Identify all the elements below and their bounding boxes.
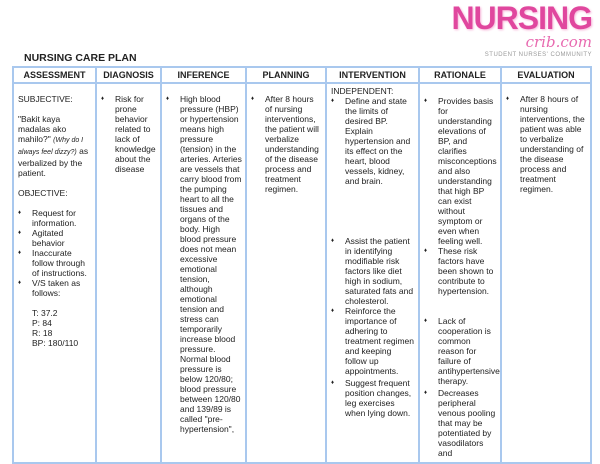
vital-bp: BP: 180/110 [32, 338, 79, 348]
header-inference: INFERENCE [160, 66, 247, 84]
planning-cell: After 8 hours of nursing interventions, … [245, 82, 327, 464]
logo-brand: NURSING [451, 0, 593, 36]
vital-resp: R: 18 [32, 328, 53, 338]
subjective-quote: "Bakit kaya madalas ako mahilo?" (Why do… [18, 114, 92, 178]
list-item: Assist the patient in identifying modifi… [331, 236, 415, 306]
evaluation-text: After 8 hours of nursing interventions, … [506, 94, 587, 194]
diagnosis-cell: Risk for prone behavior related to lack … [95, 82, 162, 464]
header-rationale: RATIONALE [418, 66, 502, 84]
list-item: Define and state the limits of desired B… [331, 96, 415, 236]
list-item: Decreases peripheral venous pooling that… [424, 388, 497, 458]
list-item: These risk factors have been shown to co… [424, 246, 497, 316]
logo-tagline: STUDENT NURSES' COMMUNITY [484, 52, 592, 58]
vitals: T: 37.2 P: 84 R: 18 BP: 180/110 [18, 308, 92, 348]
intervention-label: INDEPENDENT: [331, 86, 394, 96]
translation: (Why do I always feel dizzy?) [18, 137, 84, 156]
assessment-cell: SUBJECTIVE: "Bakit kaya madalas ako mahi… [12, 82, 97, 464]
page-title: NURSING CARE PLAN [24, 52, 137, 64]
vital-pulse: P: 84 [32, 318, 52, 328]
diagnosis-text: Risk for prone behavior related to lack … [101, 94, 157, 174]
header-intervention: INTERVENTION [325, 66, 420, 84]
list-item: Suggest frequent position changes, leg e… [331, 378, 415, 418]
logo-domain: crib.com [525, 33, 592, 51]
evaluation-cell: After 8 hours of nursing interventions, … [500, 82, 592, 464]
subjective-label: SUBJECTIVE: [18, 94, 73, 104]
list-item: Inaccurate follow through of instruction… [18, 248, 92, 278]
header-row: ASSESSMENT DIAGNOSIS INFERENCE PLANNING … [12, 66, 592, 84]
table-row: SUBJECTIVE: "Bakit kaya madalas ako mahi… [12, 82, 592, 464]
planning-text: After 8 hours of nursing interventions, … [251, 94, 322, 194]
list-item: Request for information. [18, 208, 92, 228]
header-planning: PLANNING [245, 66, 327, 84]
intervention-cell: INDEPENDENT: Define and state the limits… [325, 82, 420, 464]
care-plan-table: ASSESSMENT DIAGNOSIS INFERENCE PLANNING … [12, 66, 592, 464]
list-item: V/S taken as follows: [18, 278, 92, 298]
list-item: Provides basis for understanding elevati… [424, 96, 497, 246]
quote: "Bakit kaya madalas ako mahilo?" [18, 114, 67, 144]
quote-suffix: as verbalized by the patient. [18, 146, 89, 178]
inference-text: High blood pressure (HBP) or hypertensio… [166, 94, 242, 434]
inference-cell: High blood pressure (HBP) or hypertensio… [160, 82, 247, 464]
list-item: Reinforce the importance of adhering to … [331, 306, 415, 378]
vital-temp: T: 37.2 [32, 308, 58, 318]
header-assessment: ASSESSMENT [12, 66, 97, 84]
list-item: Lack of cooperation is common reason for… [424, 316, 500, 388]
nursingcrib-logo: NURSING crib.com STUDENT NURSES' COMMUNI… [451, 0, 593, 59]
header-evaluation: EVALUATION [500, 66, 592, 84]
rationale-cell: Provides basis for understanding elevati… [418, 82, 502, 464]
objective-label: OBJECTIVE: [18, 188, 68, 198]
list-item: Agitated behavior [18, 228, 92, 248]
header-diagnosis: DIAGNOSIS [95, 66, 162, 84]
